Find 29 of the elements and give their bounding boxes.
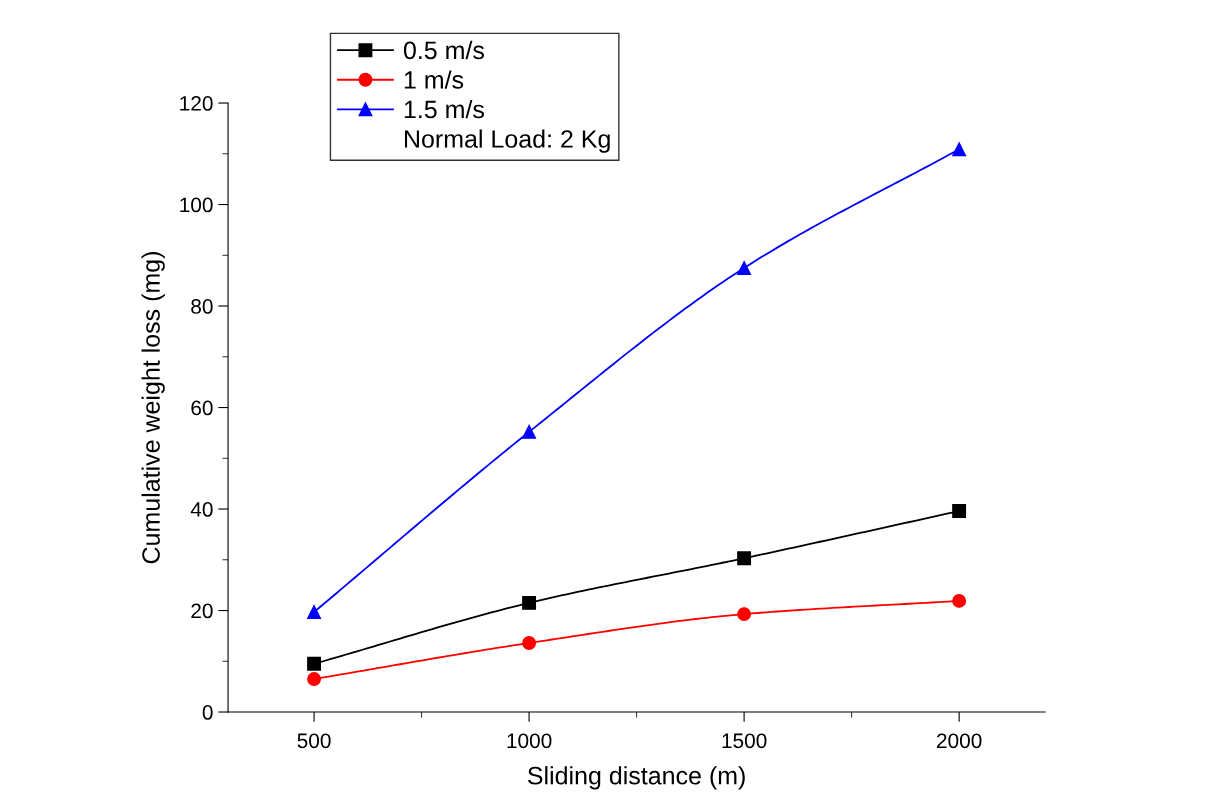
point [952,593,967,608]
point [737,261,752,275]
legend-label: 0.5 m/s [403,40,484,60]
point [522,595,537,610]
annotation: Normal Load: 2 Kg [404,129,610,153]
point [952,142,967,157]
y-tick-label: 80 [191,299,213,314]
point [522,424,537,439]
legend-label: 1.5 m/s [404,99,484,119]
x-tick-label: 1000 [507,733,552,749]
point [522,636,537,650]
x-axis-title: Sliding distance (m) [527,766,745,790]
x-tick-label: 1500 [722,733,767,749]
y-tick-label: 0 [202,705,213,720]
y-tick-label: 120 [180,96,213,111]
legend-label: 1 m/s [404,70,464,89]
point [307,656,322,671]
point [952,504,967,519]
y-tick-label: 100 [180,197,213,213]
point [307,605,322,619]
point [307,672,322,686]
x-tick-label: 2000 [937,733,982,749]
x-tick-label: 500 [297,733,331,749]
y-tick-label: 60 [191,400,213,416]
point [737,607,752,622]
y-tick-label: 40 [190,502,213,517]
y-tick-label: 20 [191,603,213,619]
point [737,551,752,566]
y-axis-title: Cumulative weight loss (mg) [141,252,165,564]
